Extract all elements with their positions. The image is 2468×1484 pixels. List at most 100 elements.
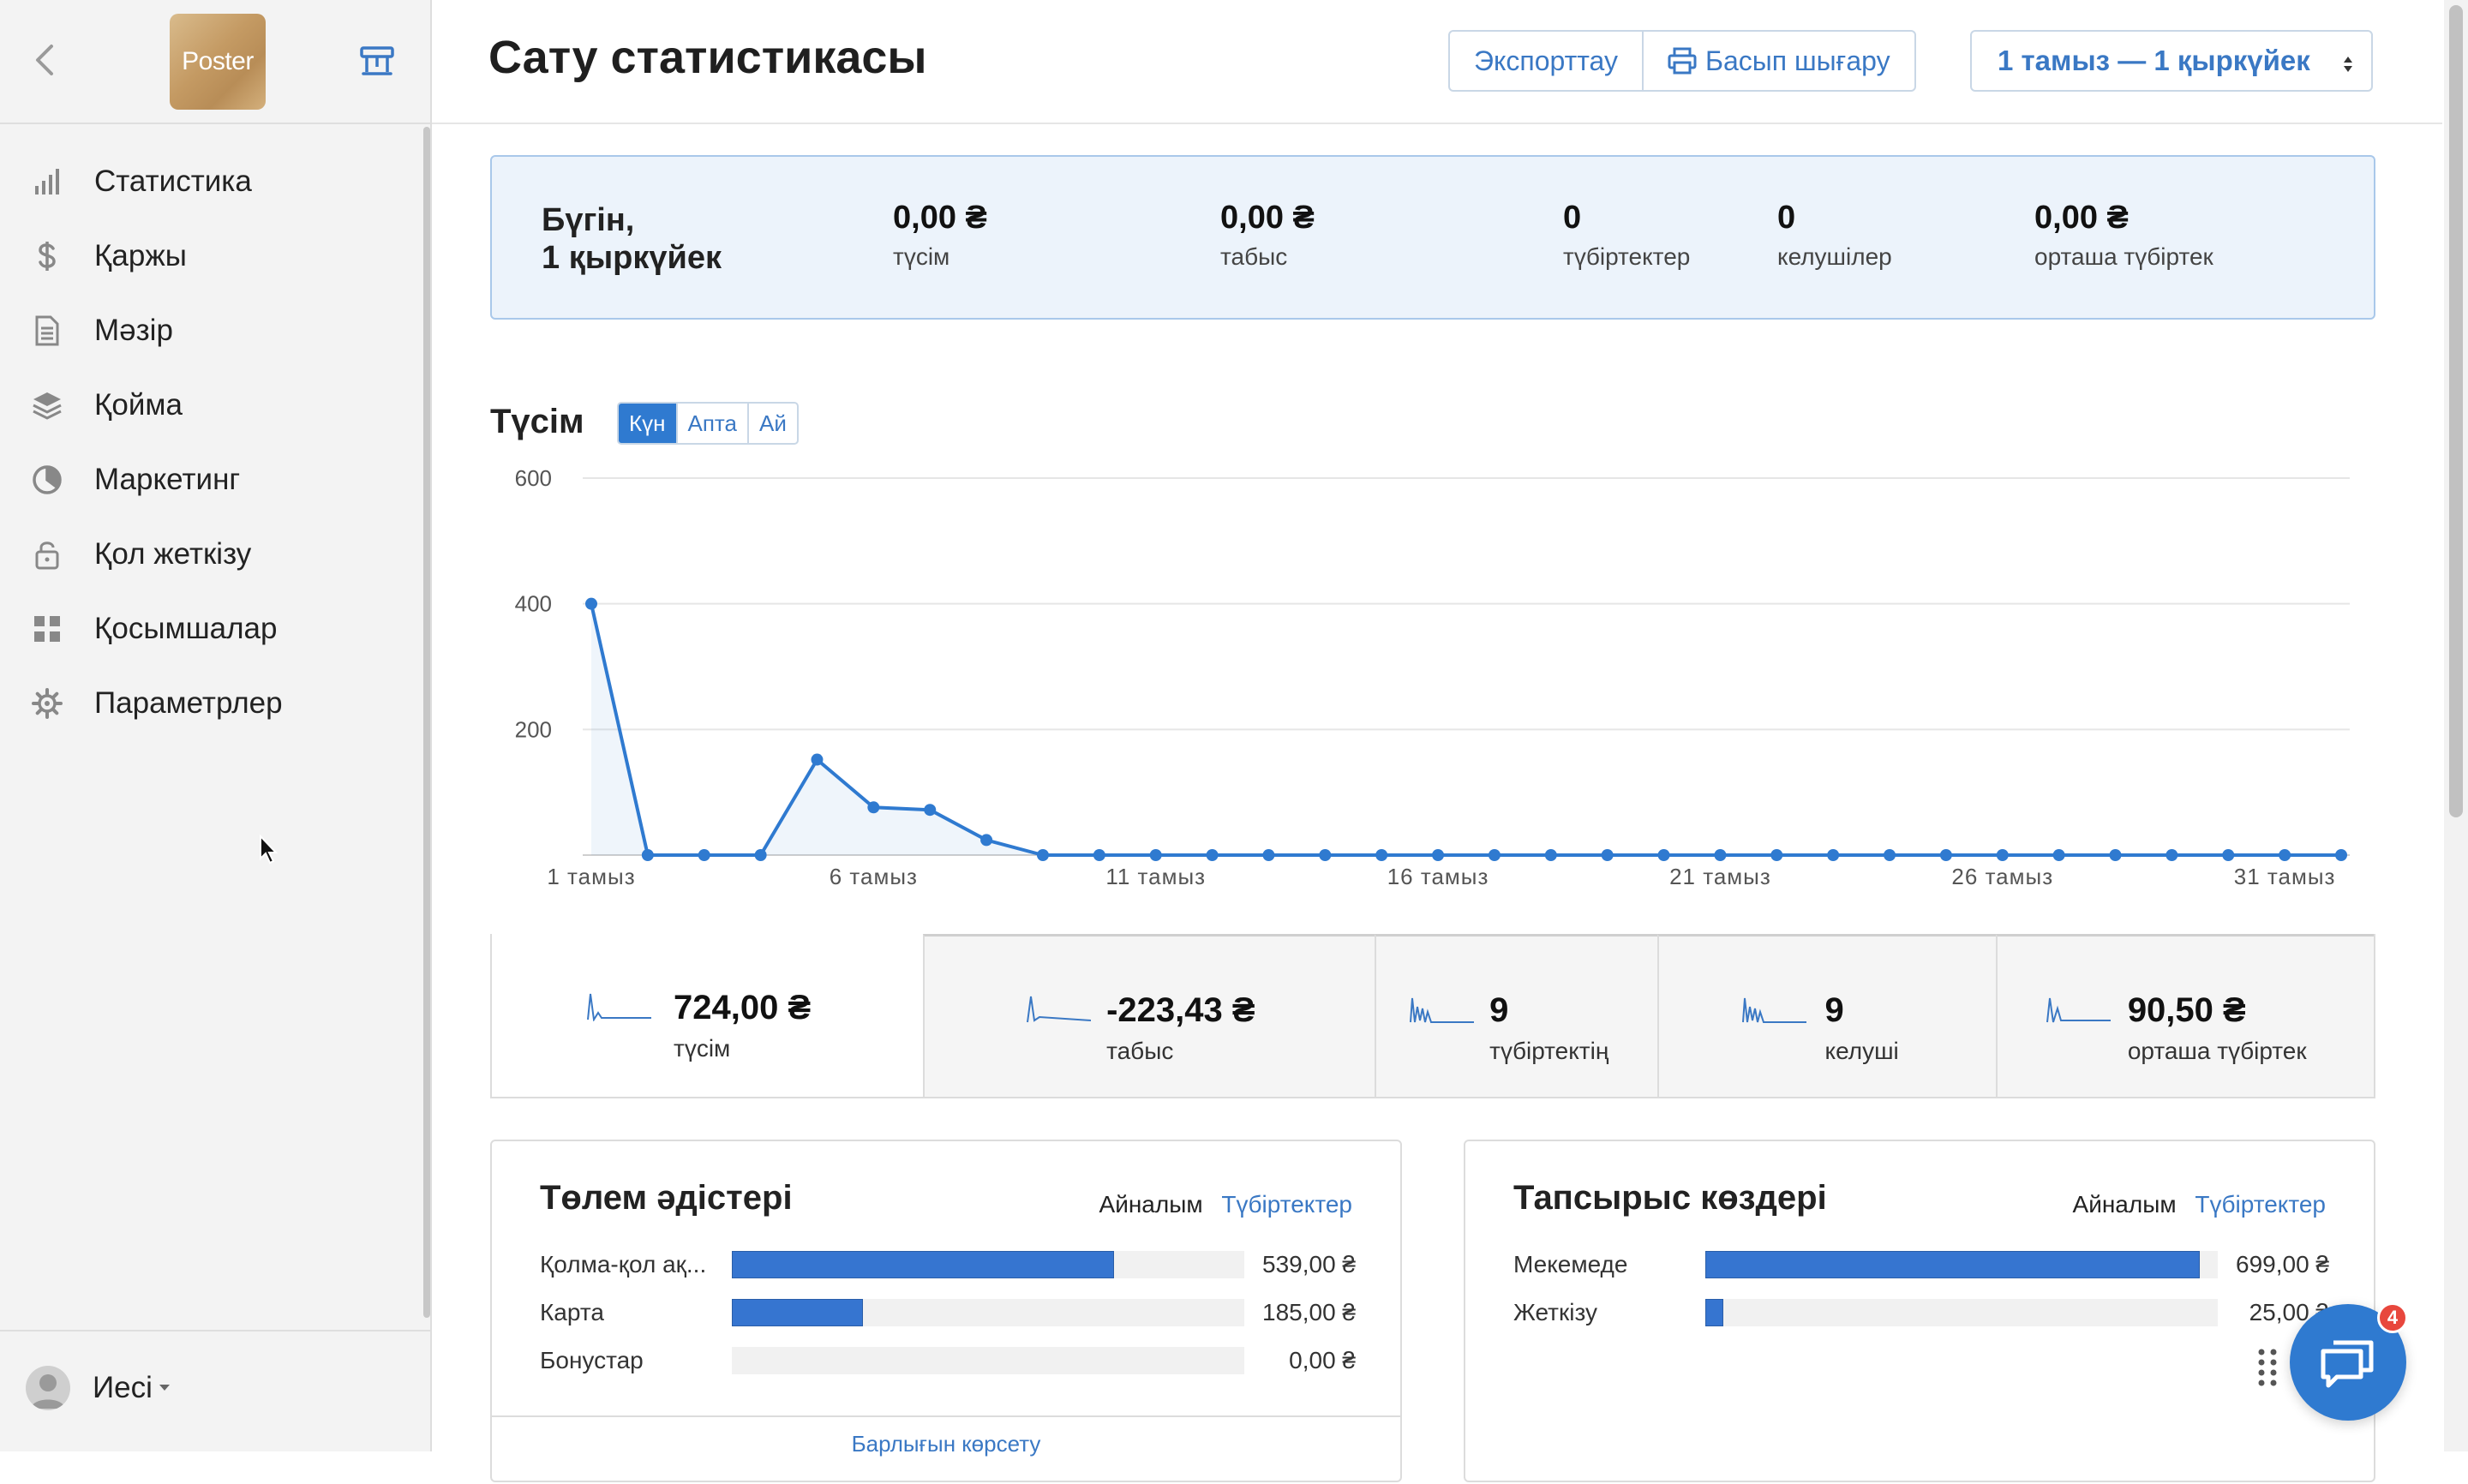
sidebar-item-label: Қойма — [94, 387, 183, 422]
sidebar-item-apps[interactable]: Қосымшалар — [0, 591, 425, 666]
sidebar-item-warehouse[interactable]: Қойма — [0, 368, 425, 442]
list-item: Қолма-қол ақ... 539,00 ₴ — [540, 1248, 1356, 1282]
date-range-picker[interactable]: 1 тамыз — 1 қыркүйек — [1970, 30, 2373, 92]
tab-receipts[interactable]: Түбіртектер — [1221, 1191, 1352, 1218]
summary-revenue[interactable]: 724,00 ₴ түсім — [492, 934, 924, 1097]
list-item: Жеткізу 25,00 ₴ — [1513, 1296, 2329, 1330]
x-tick-label: 21 тамыз — [1669, 864, 1771, 889]
cash-register-button[interactable] — [358, 41, 396, 79]
sidebar-item-settings[interactable]: Параметрлер — [0, 666, 425, 740]
tab-turnover[interactable]: Айналым — [2072, 1191, 2177, 1218]
today-summary: Бүгін, 1 қыркүйек 0,00 ₴ түсім 0,00 ₴ табы… — [490, 155, 2375, 320]
period-week-button[interactable]: Апта — [675, 404, 748, 443]
x-tick-label: 31 тамыз — [2234, 864, 2336, 889]
logo-text: Poster — [182, 47, 254, 75]
cash-register-icon — [360, 46, 394, 75]
data-point — [2335, 849, 2347, 861]
x-tick-label: 6 тамыз — [830, 864, 918, 889]
stat-label: келушілер — [1777, 243, 1892, 270]
sidebar-item-label: Статистика — [94, 164, 252, 198]
export-button[interactable]: Экспорттау — [1450, 32, 1642, 90]
stat-label: түсім — [893, 243, 950, 270]
bar-fill — [732, 1299, 864, 1326]
bar-track — [1705, 1251, 2218, 1278]
summary-label: келуші — [1824, 1038, 1899, 1064]
data-point — [1996, 849, 2009, 861]
data-point — [698, 849, 710, 861]
period-month-button[interactable]: Ай — [747, 404, 797, 443]
sidebar-item-label: Қосымшалар — [94, 611, 278, 645]
today-title-line1: Бүгін, — [542, 202, 635, 238]
series-line — [590, 603, 2341, 857]
print-button[interactable]: Басып шығару — [1641, 32, 1914, 90]
today-revenue: 0,00 ₴ түсім — [893, 200, 987, 271]
grid-icon — [31, 613, 63, 645]
poster-logo[interactable]: Poster — [170, 14, 266, 110]
chevron-down-icon — [159, 1385, 170, 1391]
x-tick-label: 26 тамыз — [1951, 864, 2053, 889]
row-value: 699,00 ₴ — [2236, 1251, 2329, 1278]
sparkline-icon — [1410, 997, 1475, 1023]
today-receipts: 0 түбіртектер — [1563, 200, 1690, 271]
data-point — [1657, 849, 1670, 861]
data-point — [1884, 849, 1896, 861]
stat-value: 0,00 ₴ — [893, 200, 987, 236]
data-point — [924, 804, 937, 817]
period-day-button[interactable]: Күн — [619, 404, 676, 443]
data-point — [1036, 849, 1049, 861]
row-label: Карта — [540, 1299, 604, 1325]
summary-average-receipt[interactable]: 90,50 ₴ орташа түбіртек — [1995, 934, 2375, 1097]
row-value: 539,00 ₴ — [1262, 1251, 1356, 1278]
export-label: Экспорттау — [1474, 45, 1618, 76]
sidebar-scrollbar[interactable] — [423, 127, 430, 1318]
sparkline-icon — [1027, 996, 1092, 1023]
layers-icon — [31, 389, 63, 422]
back-button[interactable] — [26, 38, 63, 82]
date-range-label: 1 тамыз — 1 қыркүйек — [1998, 45, 2310, 76]
drag-handle-icon[interactable] — [2255, 1347, 2279, 1388]
row-label: Бонустар — [540, 1347, 644, 1373]
lock-icon — [31, 538, 63, 571]
data-point — [1770, 849, 1783, 861]
summary-profit[interactable]: -223,43 ₴ табыс — [923, 934, 1375, 1097]
bar-track — [732, 1251, 1244, 1278]
sidebar: Poster Статистика Қаржы Мәзір Қойма Марк… — [0, 0, 432, 1451]
tab-receipts[interactable]: Түбіртектер — [2195, 1191, 2326, 1218]
sidebar-item-marketing[interactable]: Маркетинг — [0, 442, 425, 517]
summary-receipts[interactable]: 9 түбіртектің — [1375, 934, 1657, 1097]
bar-fill — [1705, 1299, 1723, 1326]
row-label: Қолма-қол ақ... — [540, 1251, 707, 1278]
tab-turnover[interactable]: Айналым — [1099, 1191, 1203, 1218]
document-icon — [31, 314, 63, 347]
sidebar-item-label: Маркетинг — [94, 462, 241, 496]
data-point — [1714, 849, 1727, 861]
today-title-line2: 1 қыркүйек — [542, 240, 722, 276]
user-menu[interactable]: Иесі — [0, 1330, 430, 1453]
y-tick-label: 200 — [515, 716, 552, 742]
x-tick-label: 1 тамыз — [547, 864, 635, 889]
scrollbar-thumb[interactable] — [2449, 5, 2463, 817]
data-point — [1149, 849, 1162, 861]
bar-chart-icon — [31, 165, 63, 198]
data-point — [1544, 849, 1557, 861]
main-scrollbar[interactable] — [2444, 0, 2468, 1451]
x-tick-label: 16 тамыз — [1387, 864, 1489, 889]
pie-chart-icon — [31, 464, 63, 496]
revenue-title: Түсім — [490, 403, 584, 440]
sidebar-item-statistics[interactable]: Статистика — [0, 144, 425, 218]
data-point — [1206, 849, 1219, 861]
sparkline-icon — [587, 993, 651, 1021]
data-point — [2109, 849, 2122, 861]
list-item: Мекемеде 699,00 ₴ — [1513, 1248, 2329, 1282]
page-header: Сату статистикасы Экспорттау Басып шығар… — [432, 0, 2442, 124]
summary-value: 724,00 ₴ — [674, 989, 812, 1026]
stat-value: 0,00 ₴ — [1220, 200, 1315, 236]
period-summary: 724,00 ₴ түсім -223,43 ₴ табыс 9 түбірте… — [490, 934, 2375, 1098]
card-tabs: Айналым Түбіртектер — [2073, 1191, 2326, 1218]
summary-visitors[interactable]: 9 келуші — [1656, 934, 1996, 1097]
sidebar-item-menu[interactable]: Мәзір — [0, 293, 425, 368]
sparkline-icon — [2046, 997, 2111, 1023]
sidebar-item-access[interactable]: Қол жеткізу — [0, 517, 425, 591]
show-all-link[interactable]: Барлығын көрсету — [492, 1415, 1400, 1484]
sidebar-item-finance[interactable]: Қаржы — [0, 218, 425, 293]
